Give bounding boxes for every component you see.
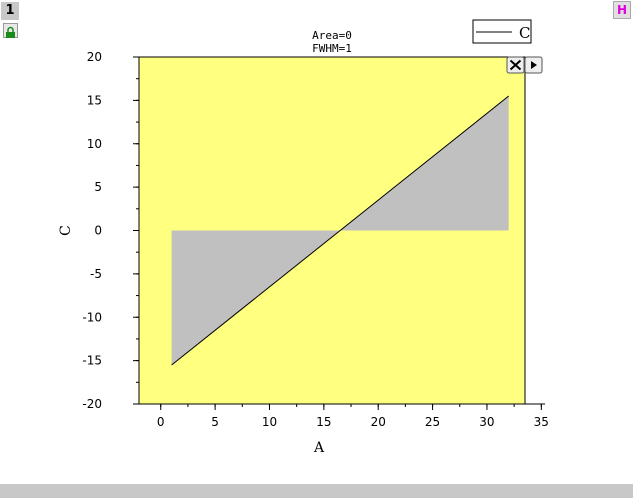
y-tick-label: 10: [87, 137, 102, 151]
x-tick-label: 10: [262, 415, 277, 429]
y-tick-label: 15: [87, 93, 102, 107]
y-axis: -20 -15 -10 -5 0 5 10 15 20: [82, 50, 140, 411]
legend: C: [472, 19, 532, 44]
y-tick-label: 20: [87, 50, 102, 64]
y-tick-label: -15: [82, 354, 102, 368]
x-tick-label: 5: [211, 415, 219, 429]
x-tick-label: 35: [534, 415, 549, 429]
x-axis-title: A: [313, 440, 325, 456]
close-button[interactable]: [506, 56, 525, 74]
series-line-c: [171, 95, 510, 366]
x-tick-label: 30: [479, 415, 494, 429]
x-tick-label: 25: [425, 415, 440, 429]
lock-icon[interactable]: [3, 23, 18, 38]
close-icon: [509, 59, 522, 71]
h-button[interactable]: H: [613, 1, 631, 19]
x-tick-label: 0: [157, 415, 165, 429]
play-icon: [531, 61, 537, 69]
y-tick-label: -5: [90, 267, 102, 281]
annotation-text: Area=0: [312, 29, 352, 42]
annotation-text: FWHM=1: [312, 42, 352, 55]
y-tick-label: 0: [94, 224, 102, 238]
status-bar: [0, 484, 633, 498]
y-axis-title: C: [58, 225, 74, 236]
x-tick-label: 20: [371, 415, 386, 429]
y-tick-label: -10: [82, 310, 102, 324]
y-tick-label: -20: [82, 397, 102, 411]
y-tick-label: 5: [94, 180, 102, 194]
play-button[interactable]: [524, 56, 543, 74]
layer-number-badge[interactable]: 1: [1, 2, 19, 20]
legend-label: C: [519, 24, 530, 42]
x-tick-label: 15: [316, 415, 331, 429]
x-axis: 0 5 10 15 20 25 30 35: [139, 403, 549, 429]
